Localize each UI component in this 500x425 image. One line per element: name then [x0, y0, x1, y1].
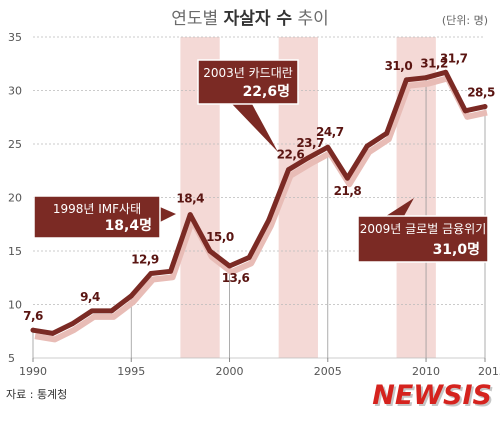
data-point-1992: [69, 321, 75, 327]
data-label-2010: 31,2: [420, 57, 448, 71]
data-point-1994: [109, 308, 115, 314]
y-axis: 5 10 15 20 25 30 35: [8, 31, 22, 365]
data-label-1998: 18,4: [176, 192, 204, 206]
annotation-pointer-1: [160, 207, 176, 222]
data-point-1990: [30, 327, 36, 333]
annotation-box-2: [197, 59, 299, 105]
chart-title-part2: 자살자 수: [224, 9, 293, 29]
data-point-2007: [364, 143, 370, 149]
newsis-logo: NEWSIS NEWSIS: [372, 380, 494, 413]
data-point-2000: [227, 263, 232, 269]
x-tick-label-2005: 2005: [314, 365, 342, 378]
annotation-line2-2: 22,6명: [243, 83, 290, 100]
data-label-1993: 9,4: [80, 290, 100, 304]
data-point-1991: [50, 330, 56, 336]
x-tick-label-2013: 2013년: [478, 365, 500, 378]
data-label-2006: 21,8: [334, 184, 362, 198]
series: [30, 69, 488, 343]
y-tick-label-20: 20: [8, 192, 22, 205]
annotation-box-1: [33, 195, 161, 239]
data-point-2008: [384, 130, 390, 136]
y-tick-label-10: 10: [8, 299, 22, 312]
data-point-2012: [462, 108, 468, 114]
unit-note: (단위: 명): [442, 14, 488, 27]
annotation-line1-2: 2003년 카드대란: [203, 66, 293, 80]
y-tick-label-5: 5: [8, 352, 15, 365]
annotation-3: 2009년 글로벌 금융위기 31,0명: [357, 198, 489, 263]
data-label-2009: 31,0: [385, 59, 413, 73]
data-label-2013: 28,5: [467, 86, 495, 100]
source-note: 자료 : 통계청: [6, 388, 67, 401]
data-point-1997: [168, 268, 173, 274]
annotation-line2-1: 18,4명: [105, 217, 152, 234]
annotation-line1-3: 2009년 글로벌 금융위기: [360, 222, 487, 236]
data-point-2013: [482, 104, 488, 109]
data-label-1996: 12,9: [131, 252, 159, 266]
series-line: [30, 69, 488, 336]
data-point-2004: [305, 155, 311, 161]
chart-title: 연도별 자살자 수 추이: [171, 9, 329, 29]
data-point-1995: [128, 293, 134, 299]
data-point-1993: [89, 308, 95, 314]
data-point-2005: [325, 144, 331, 150]
annotation-line1-1: 1998년 IMF사태: [53, 202, 141, 216]
y-tick-label-30: 30: [8, 85, 22, 98]
y-tick-label-25: 25: [8, 138, 22, 151]
annotation-box-3: [357, 215, 489, 263]
data-point-2009: [403, 77, 409, 83]
data-label-2003: 22,6: [277, 148, 305, 162]
data-label-2000: 13,6: [222, 271, 250, 285]
data-point-2001: [246, 255, 252, 260]
data-point-1998: [187, 212, 193, 218]
chart-title-part3: 추이: [292, 9, 329, 29]
data-label-1990: 7,6: [23, 309, 43, 323]
data-point-1996: [148, 271, 154, 276]
data-label-2005: 24,7: [316, 125, 344, 139]
data-label-1999: 15,0: [206, 230, 234, 244]
series-line-shadow: [34, 75, 488, 343]
x-tick-label-1995: 1995: [117, 365, 145, 378]
x-tick-label-2000: 2000: [216, 365, 244, 378]
annotation-2: 2003년 카드대란 22,6명: [197, 59, 299, 152]
annotation-line2-3: 31,0명: [433, 241, 480, 258]
newsis-logo-shadow: NEWSIS: [374, 382, 494, 413]
annotation-pointer-3: [386, 198, 414, 216]
x-axis: 1990 1995 2000 2005 2010 2013년: [19, 358, 500, 378]
annotation-pointer-2: [232, 104, 278, 152]
data-label-2011: 31,7: [440, 51, 468, 65]
data-labels: 7,6 9,4 12,9 18,4 15,0 13,6 22,623,724,7 21,8 31…: [23, 51, 495, 323]
data-point-2011: [443, 69, 449, 75]
data-point-2006: [345, 175, 350, 181]
chart-title-part1: 연도별: [171, 9, 223, 29]
y-tick-label-35: 35: [8, 31, 22, 44]
x-tick-label-1990: 1990: [19, 365, 47, 378]
newsis-logo-text: NEWSIS: [372, 380, 492, 411]
data-label-2004: 23,7: [296, 136, 324, 150]
data-point-2003: [286, 167, 291, 173]
y-tick-label-15: 15: [8, 245, 22, 258]
data-point-2010: [423, 75, 429, 81]
data-point-1999: [207, 248, 213, 254]
data-point-2002: [266, 217, 272, 223]
x-tick-label-2010: 2010: [412, 365, 440, 378]
